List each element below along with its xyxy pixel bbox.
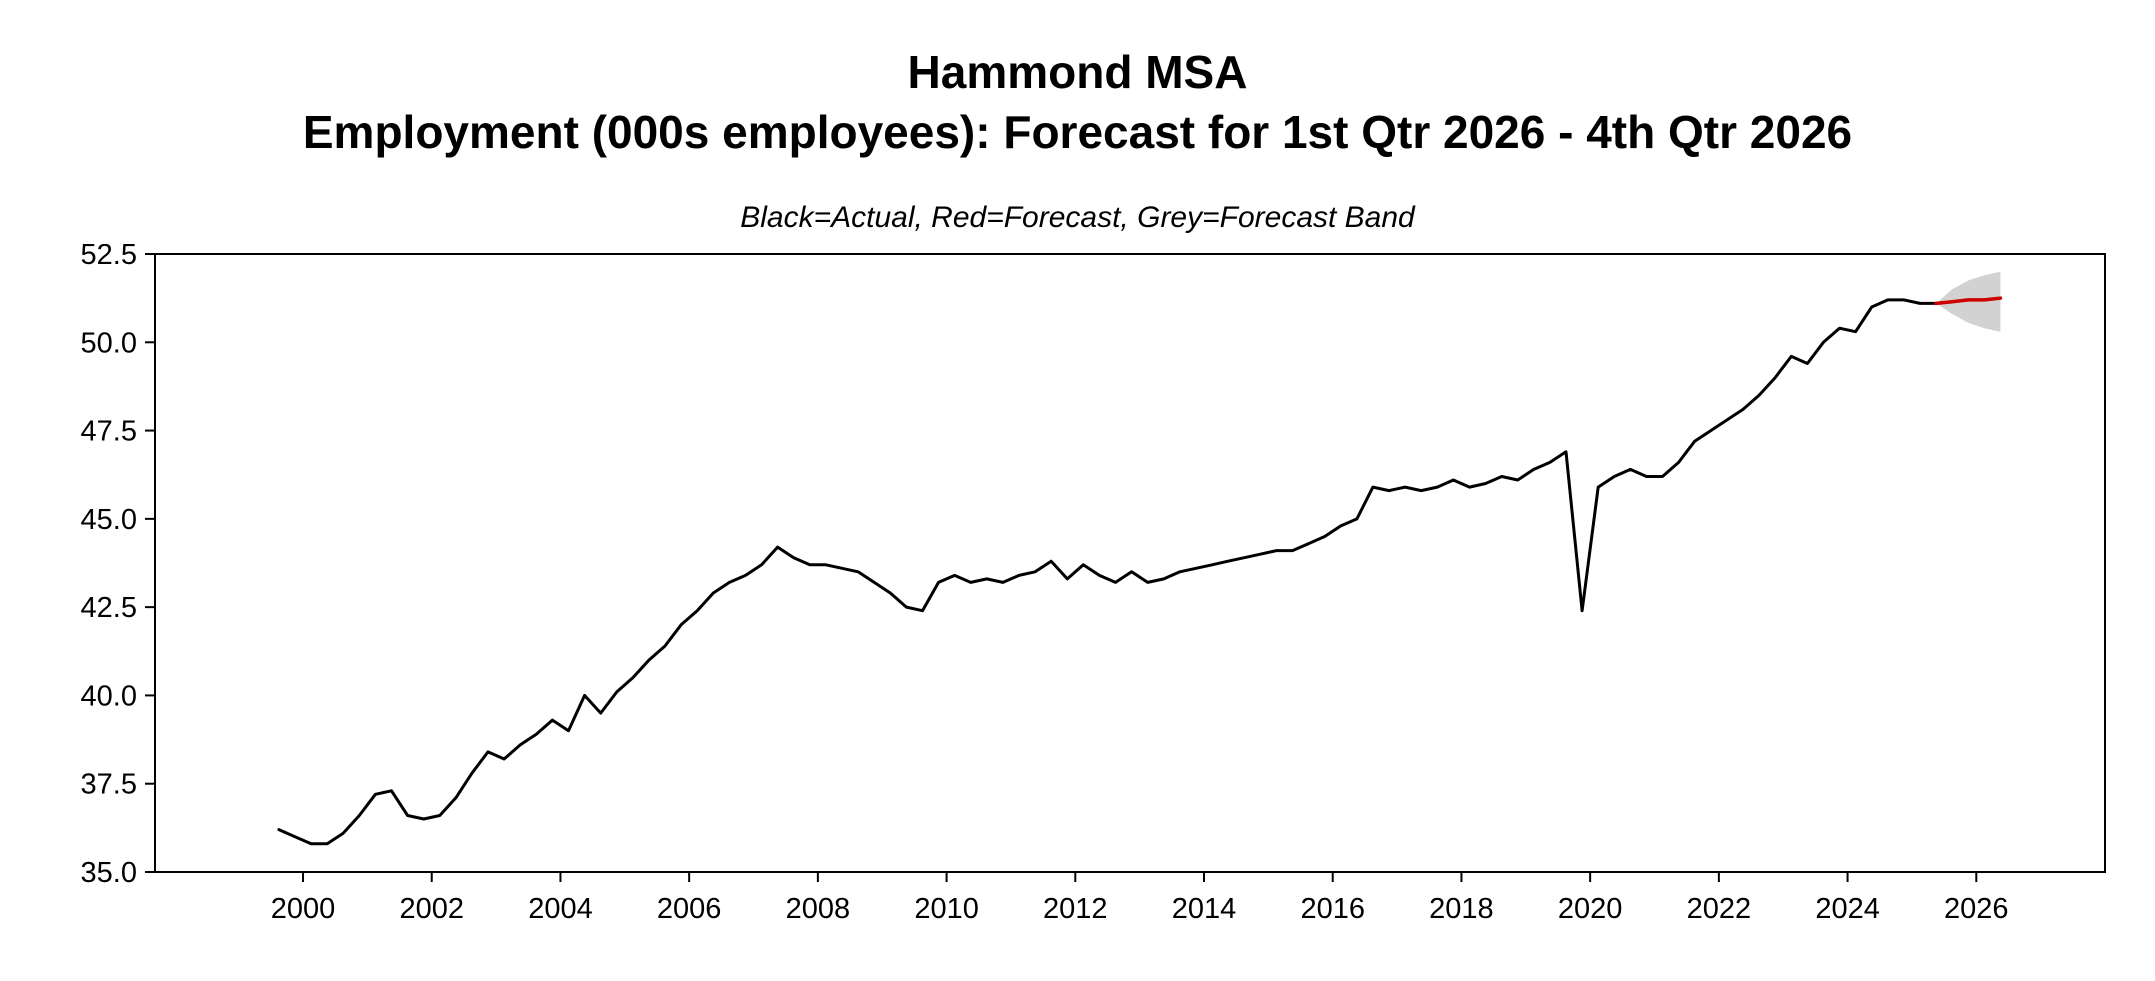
x-tick-label: 2020: [1558, 893, 1623, 925]
x-tick-label: 2006: [657, 893, 722, 925]
chart-legend-note: Black=Actual, Red=Forecast, Grey=Forecas…: [740, 201, 1415, 234]
x-tick-label: 2002: [399, 893, 464, 925]
y-tick-label: 47.5: [81, 416, 137, 448]
x-tick-label: 2024: [1815, 893, 1880, 925]
y-tick-label: 40.0: [81, 680, 137, 712]
y-tick-label: 52.5: [81, 244, 137, 271]
chart-title-line2: Employment (000s employees): Forecast fo…: [302, 106, 1853, 158]
y-tick-label: 37.5: [81, 769, 137, 801]
employment-forecast-chart: 35.0 37.5 40.0 42.5 45.0 47.5 50.0 52.5 2000 2002…: [81, 244, 2106, 925]
x-tick-label: 2016: [1300, 893, 1365, 925]
x-tick-label: 2000: [271, 893, 336, 925]
y-tick-label: 42.5: [81, 592, 137, 624]
x-tick-label: 2012: [1043, 893, 1108, 925]
x-tick-label: 2008: [786, 893, 851, 925]
x-tick-label: 2022: [1687, 893, 1752, 925]
forecast-band: [1936, 271, 2001, 332]
x-tick-label: 2010: [914, 893, 979, 925]
y-tick-label: 45.0: [81, 504, 137, 536]
y-tick-label: 50.0: [81, 327, 137, 359]
forecast-line: [1934, 296, 2003, 306]
axis-box: [154, 253, 2106, 873]
actual-line: [277, 298, 1938, 846]
x-tick-label: 2004: [528, 893, 593, 925]
chart-title-line1: Hammond MSA: [907, 46, 1248, 98]
x-tick-label: 2026: [1944, 893, 2009, 925]
x-tick-label: 2014: [1172, 893, 1237, 925]
y-tick-label: 35.0: [81, 857, 137, 889]
x-tick-label: 2018: [1429, 893, 1494, 925]
